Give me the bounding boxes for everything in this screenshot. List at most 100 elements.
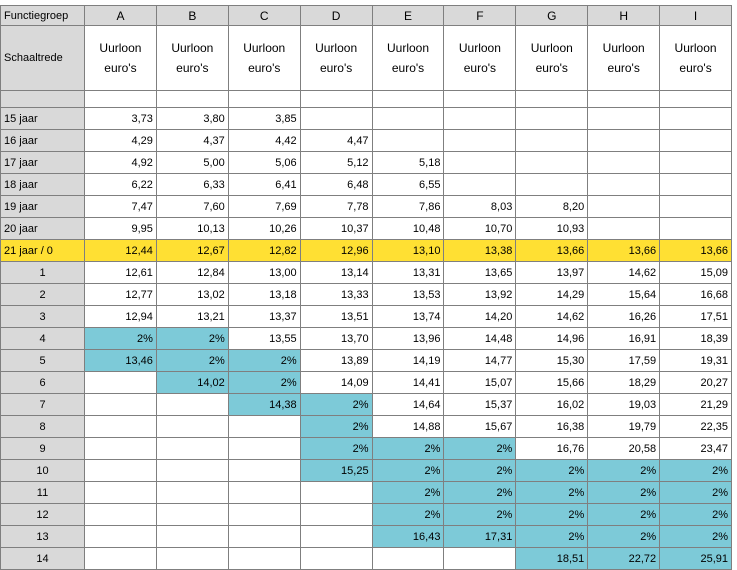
wage-cell[interactable]: 12,77	[84, 283, 157, 306]
wage-cell[interactable]: 15,64	[587, 283, 661, 306]
wage-cell[interactable]	[443, 547, 517, 570]
wage-cell[interactable]: 16,76	[515, 437, 589, 460]
group-header-c[interactable]: C	[227, 5, 301, 26]
wage-cell[interactable]: 6,22	[84, 173, 157, 196]
wage-cell[interactable]: 16,26	[587, 305, 661, 328]
wage-cell[interactable]: 6,48	[299, 173, 373, 196]
wage-cell[interactable]	[443, 151, 517, 174]
wage-cell[interactable]	[227, 503, 301, 526]
wage-cell[interactable]: 18,39	[659, 327, 733, 350]
wage-cell[interactable]	[155, 393, 229, 416]
wage-cell[interactable]	[84, 371, 157, 394]
wage-cell[interactable]: 16,43	[371, 525, 445, 548]
wage-cell[interactable]: 20,58	[587, 437, 661, 460]
wage-cell[interactable]: 2%	[371, 503, 445, 526]
wage-cell[interactable]: 22,35	[659, 415, 733, 438]
wage-cell[interactable]	[299, 525, 373, 548]
group-header-b[interactable]: B	[155, 5, 229, 26]
wage-cell[interactable]: 23,47	[659, 437, 733, 460]
wage-cell[interactable]	[443, 173, 517, 196]
wage-cell[interactable]	[659, 217, 733, 240]
wage-cell[interactable]: 2%	[227, 371, 301, 394]
wage-cell[interactable]	[84, 415, 157, 438]
wage-cell[interactable]: 2%	[155, 349, 229, 372]
wage-cell[interactable]: 15,25	[299, 459, 373, 482]
wage-cell[interactable]: 6,41	[227, 173, 301, 196]
wage-cell[interactable]: 13,37	[227, 305, 301, 328]
wage-cell[interactable]	[659, 129, 733, 152]
wage-cell[interactable]	[84, 393, 157, 416]
wage-cell[interactable]: 3,80	[155, 107, 229, 130]
wage-cell[interactable]	[84, 525, 157, 548]
wage-cell[interactable]: 13,66	[587, 239, 661, 262]
wage-cell[interactable]: 13,31	[371, 261, 445, 284]
wage-cell[interactable]: 13,33	[299, 283, 373, 306]
wage-cell[interactable]: 12,44	[84, 239, 157, 262]
wage-cell[interactable]	[227, 437, 301, 460]
wage-cell[interactable]: 2%	[155, 327, 229, 350]
wage-cell[interactable]	[299, 503, 373, 526]
wage-cell[interactable]: 13,10	[371, 239, 445, 262]
wage-cell[interactable]: 14,38	[227, 393, 301, 416]
wage-cell[interactable]: 14,96	[515, 327, 589, 350]
wage-cell[interactable]	[587, 217, 661, 240]
wage-cell[interactable]: 2%	[515, 503, 589, 526]
wage-cell[interactable]: 5,06	[227, 151, 301, 174]
wage-cell[interactable]: 2%	[443, 437, 517, 460]
wage-cell[interactable]: 4,42	[227, 129, 301, 152]
wage-cell[interactable]: 25,91	[659, 547, 733, 570]
wage-cell[interactable]: 14,02	[155, 371, 229, 394]
wage-cell[interactable]: 2%	[443, 481, 517, 504]
wage-cell[interactable]: 13,46	[84, 349, 157, 372]
wage-cell[interactable]	[587, 107, 661, 130]
wage-cell[interactable]	[371, 129, 445, 152]
wage-cell[interactable]: 10,37	[299, 217, 373, 240]
wage-cell[interactable]	[84, 459, 157, 482]
wage-cell[interactable]: 10,13	[155, 217, 229, 240]
wage-cell[interactable]: 14,19	[371, 349, 445, 372]
wage-cell[interactable]: 2%	[587, 525, 661, 548]
wage-cell[interactable]	[227, 415, 301, 438]
wage-cell[interactable]: 19,79	[587, 415, 661, 438]
wage-cell[interactable]: 6,33	[155, 173, 229, 196]
wage-cell[interactable]: 13,14	[299, 261, 373, 284]
wage-cell[interactable]: 2%	[371, 437, 445, 460]
wage-cell[interactable]	[155, 415, 229, 438]
wage-cell[interactable]: 2%	[227, 349, 301, 372]
wage-cell[interactable]: 2%	[299, 393, 373, 416]
wage-cell[interactable]: 12,82	[227, 239, 301, 262]
wage-cell[interactable]: 2%	[515, 525, 589, 548]
wage-cell[interactable]	[515, 107, 589, 130]
wage-cell[interactable]	[84, 437, 157, 460]
wage-cell[interactable]: 2%	[443, 459, 517, 482]
wage-cell[interactable]: 19,03	[587, 393, 661, 416]
group-header-h[interactable]: H	[587, 5, 661, 26]
wage-cell[interactable]: 4,37	[155, 129, 229, 152]
wage-cell[interactable]: 13,55	[227, 327, 301, 350]
wage-cell[interactable]: 7,60	[155, 195, 229, 218]
wage-cell[interactable]: 4,29	[84, 129, 157, 152]
wage-cell[interactable]: 15,30	[515, 349, 589, 372]
wage-cell[interactable]	[515, 129, 589, 152]
wage-cell[interactable]	[587, 173, 661, 196]
wage-cell[interactable]: 12,94	[84, 305, 157, 328]
wage-cell[interactable]: 13,38	[443, 239, 517, 262]
wage-cell[interactable]: 22,72	[587, 547, 661, 570]
wage-cell[interactable]: 17,59	[587, 349, 661, 372]
wage-cell[interactable]: 14,20	[443, 305, 517, 328]
group-header-f[interactable]: F	[443, 5, 517, 26]
wage-cell[interactable]	[227, 459, 301, 482]
wage-cell[interactable]	[84, 503, 157, 526]
wage-cell[interactable]	[587, 129, 661, 152]
wage-cell[interactable]: 13,97	[515, 261, 589, 284]
wage-cell[interactable]: 17,51	[659, 305, 733, 328]
wage-cell[interactable]: 7,86	[371, 195, 445, 218]
wage-cell[interactable]	[659, 173, 733, 196]
wage-cell[interactable]	[227, 547, 301, 570]
wage-cell[interactable]: 4,92	[84, 151, 157, 174]
wage-cell[interactable]: 18,51	[515, 547, 589, 570]
wage-cell[interactable]: 13,66	[515, 239, 589, 262]
wage-cell[interactable]: 15,67	[443, 415, 517, 438]
wage-cell[interactable]: 19,31	[659, 349, 733, 372]
wage-cell[interactable]: 7,69	[227, 195, 301, 218]
